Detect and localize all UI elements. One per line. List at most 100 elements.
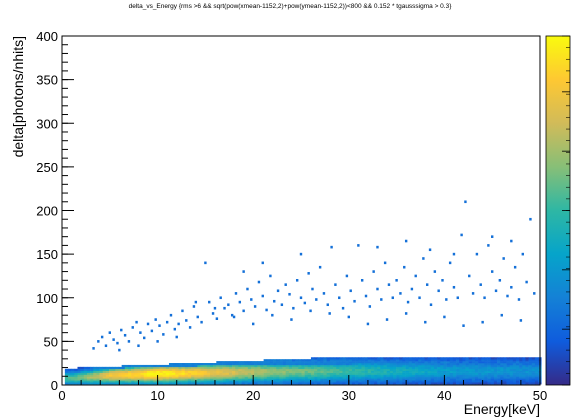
density-cell <box>244 364 249 368</box>
density-cell <box>386 364 391 368</box>
density-cell <box>493 370 498 373</box>
density-cell <box>370 363 375 366</box>
density-cell <box>247 370 252 373</box>
density-cell <box>99 372 104 375</box>
density-cell <box>86 374 91 377</box>
density-cell <box>269 378 274 381</box>
density-cell <box>194 368 198 371</box>
density-cell <box>232 361 236 364</box>
density-cell <box>165 380 170 383</box>
density-cell <box>339 368 343 371</box>
density-cell <box>178 366 182 370</box>
density-cell <box>320 382 324 385</box>
density-cell <box>225 376 230 379</box>
density-cell <box>478 359 482 362</box>
density-cell <box>459 372 463 375</box>
density-cell <box>257 364 261 368</box>
density-cell <box>367 361 372 364</box>
density-cell <box>162 370 167 373</box>
density-cell <box>288 382 293 385</box>
density-cell <box>333 357 337 360</box>
density-cell <box>519 376 523 379</box>
density-cell <box>251 361 255 364</box>
density-cell <box>493 364 498 368</box>
density-cell <box>446 368 451 371</box>
density-cell <box>285 361 290 364</box>
density-cell <box>490 382 495 385</box>
density-cell <box>295 378 299 381</box>
density-cell <box>402 380 406 383</box>
density-cell <box>298 382 302 385</box>
density-cell <box>216 364 220 368</box>
density-cell <box>323 380 328 383</box>
density-cell <box>415 363 419 366</box>
density-cell <box>415 376 419 379</box>
density-cell <box>203 363 208 366</box>
density-cell <box>197 368 201 371</box>
density-cell <box>279 380 283 383</box>
density-cell <box>225 363 230 366</box>
density-cell <box>452 372 457 375</box>
data-point <box>533 292 536 295</box>
density-cell <box>206 378 211 381</box>
density-cell <box>292 374 296 377</box>
data-point <box>158 324 161 327</box>
density-cell <box>172 378 176 381</box>
density-cell <box>165 378 170 381</box>
density-cell <box>418 382 422 385</box>
colorbar <box>545 35 571 386</box>
density-cell <box>449 382 454 385</box>
density-cell <box>150 376 154 379</box>
density-cell <box>200 380 204 383</box>
density-cell <box>228 361 233 364</box>
data-point <box>414 274 417 278</box>
density-cell <box>345 372 350 375</box>
density-cell <box>424 382 428 385</box>
density-cell <box>512 372 517 375</box>
density-cell <box>503 366 507 370</box>
density-cell <box>131 374 135 377</box>
density-cell <box>399 378 403 381</box>
density-cell <box>377 368 381 371</box>
density-cell <box>503 376 507 379</box>
density-cell <box>490 359 495 362</box>
data-point <box>366 322 370 326</box>
density-cell <box>383 378 387 381</box>
density-cell <box>314 368 318 371</box>
density-cell <box>503 380 507 383</box>
density-cell <box>433 380 438 383</box>
density-cell <box>225 382 230 385</box>
density-cell <box>534 363 539 366</box>
density-cell <box>358 374 362 377</box>
density-cell <box>310 376 315 379</box>
density-cell <box>83 378 88 381</box>
density-cell <box>273 364 277 368</box>
density-cell <box>181 378 186 381</box>
density-cell <box>392 374 397 377</box>
density-cell <box>380 372 384 375</box>
data-point <box>257 280 261 284</box>
density-cell <box>452 364 457 368</box>
density-cell <box>351 368 356 371</box>
data-point <box>364 294 368 298</box>
density-cell <box>121 366 126 370</box>
density-cell <box>471 359 476 362</box>
density-cell <box>266 366 271 370</box>
density-cell <box>276 374 280 377</box>
density-cell <box>430 366 435 370</box>
density-cell <box>228 382 233 385</box>
density-cell <box>415 374 419 377</box>
density-cell <box>433 361 438 364</box>
x-tick-label: 30 <box>342 388 356 403</box>
density-band <box>64 357 542 385</box>
density-cell <box>263 380 268 383</box>
density-cell <box>405 380 410 383</box>
density-cell <box>298 368 302 371</box>
density-cell <box>140 378 145 381</box>
density-cell <box>351 382 356 385</box>
density-cell <box>90 374 94 377</box>
density-cell <box>247 364 252 368</box>
density-cell <box>276 359 280 362</box>
density-cell <box>493 378 498 381</box>
density-cell <box>440 359 444 362</box>
